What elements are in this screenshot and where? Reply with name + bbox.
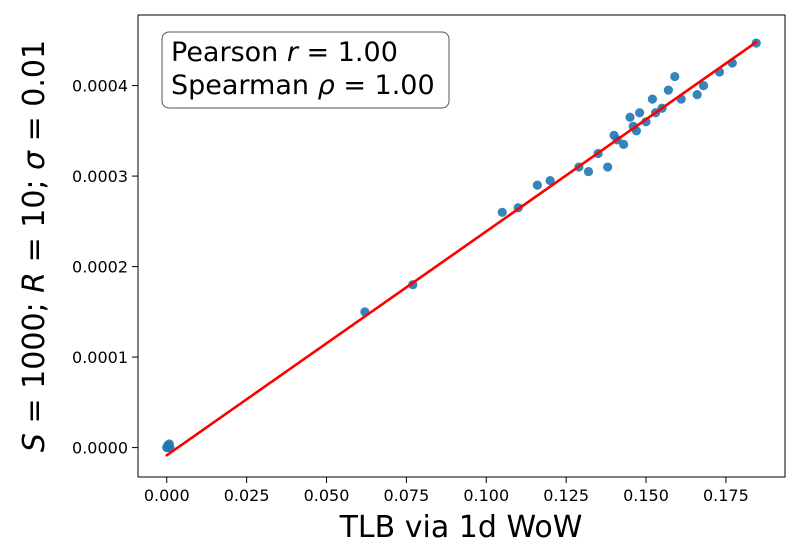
y-axis-label: S = 1000; R = 10; σ = 0.01 bbox=[17, 40, 52, 452]
y-tick-label: 0.0001 bbox=[72, 348, 128, 367]
data-point bbox=[609, 130, 619, 140]
x-tick-label: 0.175 bbox=[703, 486, 749, 505]
data-point bbox=[635, 108, 645, 118]
data-point bbox=[163, 440, 173, 450]
data-point bbox=[647, 94, 658, 104]
x-tick-label: 0.150 bbox=[623, 486, 669, 505]
data-point bbox=[698, 80, 709, 91]
y-tick-label: 0.0003 bbox=[72, 167, 128, 186]
x-axis-label: TLB via 1d WoW bbox=[339, 510, 583, 545]
x-axis-ticks: 0.000 0.025 0.050 0.075 0.100 0.125 0.150 0.175 bbox=[144, 477, 749, 505]
x-tick-label: 0.100 bbox=[463, 486, 509, 505]
regression-line bbox=[165, 40, 758, 457]
data-point bbox=[497, 207, 507, 217]
plot-frame bbox=[137, 14, 786, 478]
data-point bbox=[670, 71, 680, 82]
data-point bbox=[625, 112, 635, 122]
annotation-box bbox=[161, 31, 450, 109]
stats-annotation: Pearson r = 1.00 Spearman ρ = 1.00 bbox=[161, 31, 450, 109]
data-point bbox=[583, 166, 594, 177]
data-point bbox=[663, 85, 673, 95]
data-point bbox=[545, 176, 555, 186]
spearman-label: Spearman ρ = 1.00 bbox=[171, 70, 435, 101]
x-tick-label: 0.075 bbox=[383, 486, 429, 505]
data-point bbox=[603, 162, 613, 172]
y-axis-ticks: 0.0000 0.0001 0.0002 0.0003 0.0004 bbox=[72, 77, 138, 458]
data-point bbox=[692, 90, 702, 100]
x-tick-label: 0.000 bbox=[144, 486, 190, 505]
y-tick-label: 0.0000 bbox=[72, 439, 128, 458]
x-tick-label: 0.025 bbox=[224, 486, 270, 505]
x-tick-label: 0.125 bbox=[543, 486, 589, 505]
pearson-label: Pearson r = 1.00 bbox=[171, 37, 398, 68]
data-point bbox=[619, 139, 629, 150]
data-point bbox=[532, 180, 542, 190]
x-tick-label: 0.050 bbox=[304, 486, 350, 505]
y-tick-label: 0.0002 bbox=[72, 258, 128, 277]
y-tick-label: 0.0004 bbox=[72, 77, 128, 96]
